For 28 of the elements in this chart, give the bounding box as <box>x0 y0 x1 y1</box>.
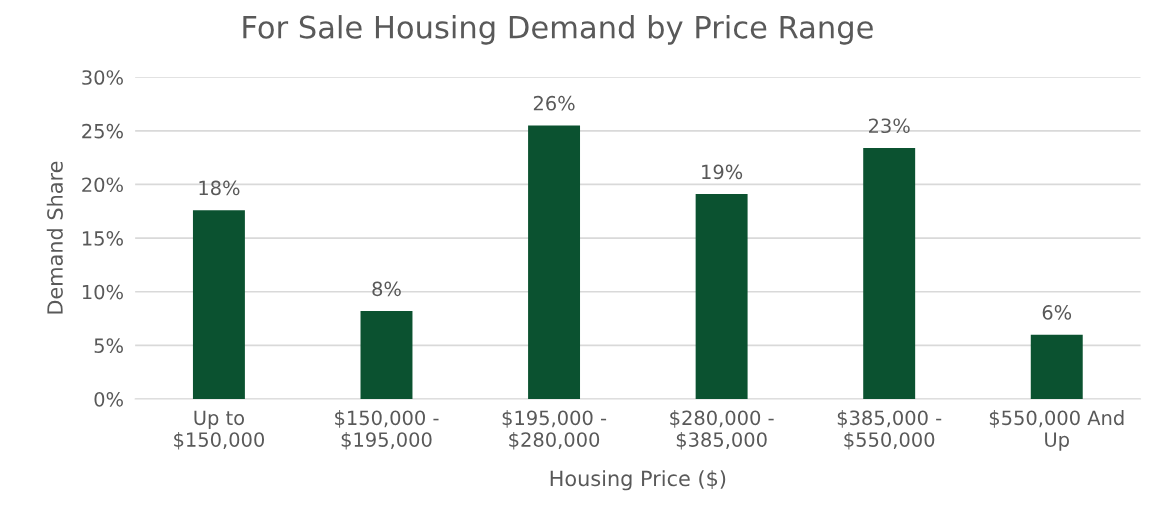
bar <box>192 210 245 399</box>
chart-title: For Sale Housing Demand by Price Range <box>243 15 873 45</box>
bar <box>695 194 748 399</box>
x-tick-label: Up to $150,000 <box>174 410 265 450</box>
data-label: 23% <box>869 118 910 134</box>
bar <box>528 125 581 399</box>
y-tick-label: 15% <box>82 231 123 246</box>
x-tick-label: $150,000 - $195,000 <box>335 410 439 450</box>
x-tick-label: $280,000 - $385,000 <box>670 410 774 450</box>
y-tick-label: 0% <box>94 391 123 407</box>
x-tick-label: $385,000 - $550,000 <box>837 410 942 450</box>
y-tick-label: 30% <box>82 70 123 85</box>
bar <box>360 311 413 399</box>
x-tick-label: $195,000 - $280,000 <box>502 410 607 450</box>
y-tick-label: 25% <box>82 123 123 139</box>
data-label: 8% <box>372 281 401 297</box>
x-tick-label: $550,000 And Up <box>989 410 1124 451</box>
data-label: 26% <box>533 95 575 111</box>
data-label: 6% <box>1042 305 1072 320</box>
data-label: 18% <box>199 180 240 196</box>
x-axis-title: Housing Price ($) <box>550 470 726 491</box>
bar <box>1030 334 1083 399</box>
data-label: 19% <box>702 164 743 180</box>
y-tick-label: 10% <box>82 284 123 300</box>
y-axis-title: Demand Share <box>46 161 63 314</box>
bar <box>863 147 916 399</box>
y-tick-label: 5% <box>94 338 123 354</box>
y-tick-label: 20% <box>82 177 123 193</box>
